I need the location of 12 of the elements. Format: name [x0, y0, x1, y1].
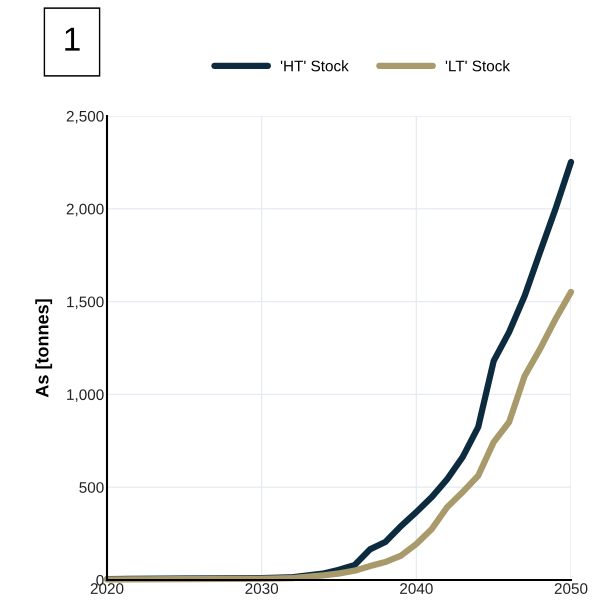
x-tick-label: 2030: [245, 583, 278, 594]
y-tick-label: 500: [79, 482, 104, 493]
x-tick-label: 2050: [554, 583, 588, 594]
y-tick-label: 2,000: [66, 204, 104, 216]
y-tick-label: 2,500: [66, 110, 104, 124]
text: 1: [65, 28, 80, 51]
y-tick-label: 1,000: [67, 389, 104, 402]
legend-label: 'HT' Stock: [280, 60, 349, 72]
y-axis-title: As [tonnes]: [35, 299, 52, 398]
x-tick-label: 2040: [400, 583, 433, 594]
y-tick-label: 1,500: [67, 296, 104, 310]
legend-label: 'LT' Stock: [446, 60, 510, 72]
